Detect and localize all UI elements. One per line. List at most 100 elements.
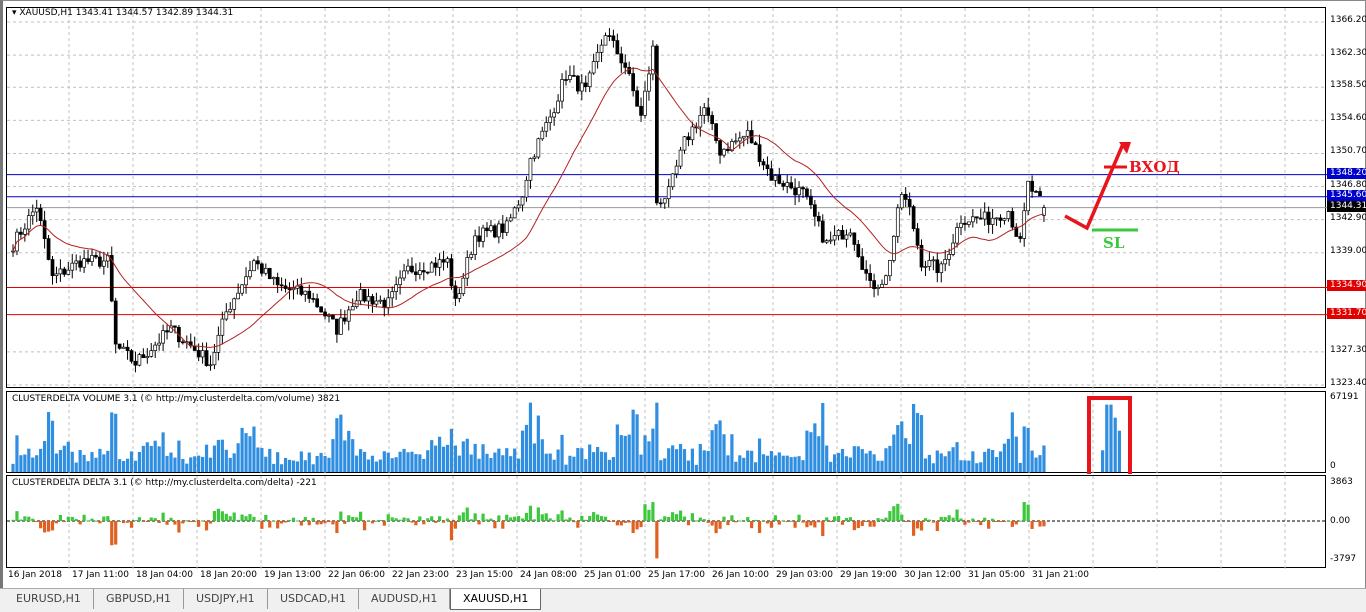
volume-bar bbox=[94, 457, 98, 472]
delta-bar-positive bbox=[311, 517, 315, 521]
volume-bar bbox=[1117, 430, 1121, 472]
tab-audusd-h1[interactable]: AUDUSD,H1 bbox=[359, 589, 451, 609]
bull-candle bbox=[11, 250, 15, 253]
delta-indicator-pane[interactable]: CLUSTERDELTA DELTA 3.1 (© http://my.clus… bbox=[6, 475, 1327, 569]
delta-bar-negative bbox=[750, 521, 754, 529]
bull-candle bbox=[931, 259, 936, 262]
bear-candle bbox=[919, 244, 924, 268]
volume-bar bbox=[639, 454, 643, 472]
delta-bar-negative bbox=[335, 521, 339, 534]
volume-indicator-pane[interactable]: CLUSTERDELTA VOLUME 3.1 (© http://my.clu… bbox=[6, 391, 1326, 474]
delta-bar-positive bbox=[118, 520, 122, 522]
delta-bar-positive bbox=[398, 519, 402, 521]
bear-candle bbox=[319, 306, 323, 313]
delta-bar-positive bbox=[386, 514, 390, 521]
price-axis-label: 1354.60 bbox=[1330, 113, 1366, 124]
volume-bar bbox=[398, 451, 402, 472]
volume-bar bbox=[548, 453, 552, 472]
bear-candle bbox=[449, 258, 454, 287]
volume-bar bbox=[133, 460, 138, 472]
volume-bar bbox=[524, 424, 529, 472]
volume-bar bbox=[943, 456, 947, 472]
tab-usdjpy-h1[interactable]: USDJPY,H1 bbox=[184, 589, 268, 609]
bear-candle bbox=[279, 284, 284, 287]
bear-candle bbox=[974, 216, 979, 219]
delta-bar-positive bbox=[833, 516, 837, 521]
delta-bar-negative bbox=[1014, 521, 1018, 525]
volume-bar bbox=[833, 454, 837, 472]
volume-bar bbox=[125, 458, 130, 472]
volume-bar bbox=[564, 464, 568, 472]
bull-candle bbox=[82, 258, 86, 268]
dropdown-arrow-icon[interactable]: ▾ bbox=[12, 8, 20, 18]
tab-usdcad-h1[interactable]: USDCAD,H1 bbox=[268, 589, 359, 609]
volume-bar bbox=[821, 403, 825, 472]
volume-bar bbox=[773, 455, 777, 472]
delta-bar-negative bbox=[141, 521, 145, 522]
bull-candle bbox=[785, 182, 790, 187]
tab-gbpusd-h1[interactable]: GBPUSD,H1 bbox=[94, 589, 184, 609]
bear-candle bbox=[275, 277, 280, 286]
volume-bar bbox=[15, 435, 19, 472]
delta-bar-negative bbox=[912, 521, 916, 536]
delta-bar-negative bbox=[631, 521, 635, 534]
delta-bar-positive bbox=[592, 512, 596, 521]
delta-bar-negative bbox=[441, 521, 446, 523]
volume-bar bbox=[98, 448, 102, 472]
volume-bar bbox=[299, 451, 303, 472]
delta-bar-positive bbox=[201, 520, 205, 522]
delta-bar-positive bbox=[671, 512, 675, 521]
delta-axis-max: 3863 bbox=[1330, 477, 1353, 487]
tab-eurusd-h1[interactable]: EURUSD,H1 bbox=[4, 589, 94, 609]
entry-arrow bbox=[1064, 143, 1125, 231]
delta-bar-negative bbox=[915, 521, 920, 529]
volume-bar bbox=[137, 451, 141, 472]
delta-bar-positive bbox=[133, 520, 138, 522]
bull-candle bbox=[1026, 180, 1031, 212]
tab-xauusd-h1[interactable]: XAUUSD,H1 bbox=[450, 589, 542, 610]
bear-candle bbox=[196, 350, 201, 358]
price-chart-pane[interactable]: ▾ XAUUSD,H1 1343.41 1344.57 1342.89 1344… bbox=[6, 7, 1327, 389]
volume-bar bbox=[923, 458, 928, 472]
entry-arrow-head bbox=[1119, 142, 1131, 154]
volume-bar bbox=[370, 455, 375, 472]
bear-candle bbox=[46, 238, 51, 260]
volume-bar bbox=[122, 460, 126, 472]
bear-candle bbox=[816, 215, 821, 222]
delta-axis-min: -3797 bbox=[1330, 554, 1357, 564]
volume-bar bbox=[153, 440, 157, 472]
volume-bar bbox=[216, 439, 220, 472]
volume-bar bbox=[240, 427, 244, 472]
delta-bar-negative bbox=[181, 521, 185, 524]
delta-bar-negative bbox=[627, 521, 631, 523]
volume-bar bbox=[939, 453, 943, 472]
bear-candle bbox=[1038, 191, 1042, 197]
delta-bar-positive bbox=[844, 517, 849, 521]
delta-canvas bbox=[7, 476, 1327, 569]
bull-candle bbox=[90, 255, 94, 262]
bull-candle bbox=[824, 240, 829, 243]
volume-bar bbox=[149, 445, 153, 472]
volume-bar bbox=[663, 458, 667, 472]
delta-bar-negative bbox=[576, 521, 580, 528]
delta-bar-negative bbox=[994, 521, 999, 522]
delta-bar-positive bbox=[991, 518, 995, 521]
bear-candle bbox=[62, 268, 67, 275]
delta-bar-negative bbox=[619, 521, 623, 526]
price-axis[interactable]: 67191 0 3863 0.00 -3797 1366.20 1362.30 13… bbox=[1326, 1, 1366, 591]
bull-candle bbox=[662, 198, 667, 204]
volume-bar bbox=[287, 459, 292, 472]
bull-candle bbox=[457, 293, 462, 299]
bear-candle bbox=[635, 90, 639, 107]
volume-bar bbox=[244, 433, 248, 472]
delta-bar-positive bbox=[781, 520, 785, 522]
volume-bar bbox=[224, 449, 228, 472]
bear-candle bbox=[109, 255, 114, 302]
delta-bar-positive bbox=[224, 513, 228, 521]
delta-bar-negative bbox=[422, 521, 426, 525]
delta-bar-positive bbox=[216, 508, 220, 521]
chart-tabs: EURUSD,H1 GBPUSD,H1 USDJPY,H1 USDCAD,H1 AUDU… bbox=[0, 588, 1366, 612]
bull-candle bbox=[23, 228, 27, 235]
bear-candle bbox=[978, 217, 983, 220]
volume-bar bbox=[252, 426, 256, 472]
